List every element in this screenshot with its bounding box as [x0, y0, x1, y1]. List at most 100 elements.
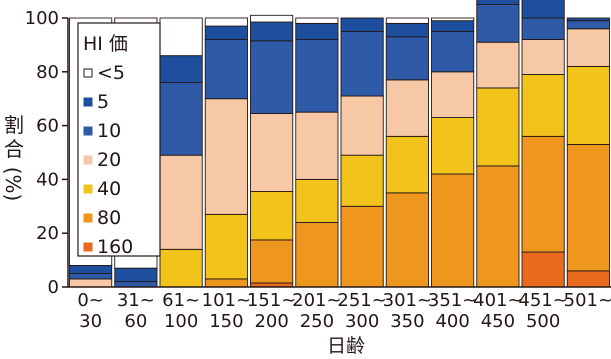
bar-stack — [476, 0, 520, 288]
bar-segment-lt5 — [250, 14, 294, 23]
bar-segment-5 — [521, 0, 565, 19]
bar-segment-80 — [476, 165, 520, 288]
x-tick-label-top: 31~ — [117, 290, 155, 311]
bar-segment-20 — [521, 39, 565, 75]
bar-segment-160 — [521, 251, 565, 288]
x-axis-title: 日齢 — [327, 335, 365, 357]
bar-segment-lt5 — [295, 17, 339, 24]
x-tick-label-top: 61~ — [162, 290, 200, 311]
bar-segment-80 — [250, 239, 294, 284]
y-title-part: (%) — [1, 167, 25, 202]
x-tick-label-top: 0~ — [77, 290, 104, 311]
y-tick-label: 20 — [36, 223, 59, 244]
bar-segment-40 — [295, 178, 339, 223]
bar-segment-5 — [204, 25, 248, 40]
bar-segment-10 — [204, 39, 248, 100]
legend-swatch — [83, 126, 93, 136]
legend-label: 160 — [97, 236, 133, 258]
bar-segment-5 — [295, 22, 339, 40]
x-tick-label-top: 401~ — [473, 290, 522, 311]
x-tick-label-top: 501~ — [564, 290, 611, 311]
bar-segment-20 — [69, 278, 113, 288]
bar-segment-5 — [431, 20, 475, 32]
bar-segment-20 — [340, 95, 384, 156]
x-tick-label-bottom: 150 — [209, 311, 243, 332]
bar-segment-10 — [476, 4, 520, 43]
bar-segment-20 — [385, 79, 429, 137]
bar-segment-40 — [521, 74, 565, 137]
legend-label: 80 — [97, 207, 121, 229]
bar-segment-10 — [159, 82, 203, 156]
bar-segment-5 — [566, 17, 610, 22]
x-tick-label-bottom: 100 — [164, 311, 198, 332]
bar-stack — [295, 17, 339, 288]
x-tick-label-bottom: 300 — [345, 311, 379, 332]
y-tick-label: 80 — [36, 62, 59, 83]
bar-segment-10 — [250, 40, 294, 114]
bar-segment-80 — [204, 278, 248, 288]
bar-segment-80 — [385, 192, 429, 288]
bar-segment-lt5 — [431, 17, 475, 22]
bar-segment-80 — [566, 143, 610, 272]
y-tick-label: 40 — [36, 169, 59, 190]
x-tick-label-bottom: 250 — [300, 311, 334, 332]
y-axis-title: 割合 (%) — [1, 113, 25, 201]
x-tick-label-bottom: 60 — [124, 311, 147, 332]
bar-segment-10 — [340, 31, 384, 97]
bar-segment-lt5 — [159, 17, 203, 57]
bar-segment-20 — [431, 71, 475, 118]
bar-segment-10 — [566, 20, 610, 30]
bar-segment-40 — [250, 191, 294, 241]
legend-title: HI 価 — [83, 33, 128, 55]
bar-segment-10 — [385, 36, 429, 81]
bar-segment-5 — [250, 21, 294, 42]
bar-stack — [566, 17, 610, 288]
bar-segment-20 — [566, 28, 610, 67]
bar-segment-80 — [295, 221, 339, 288]
y-tick-label: 0 — [48, 277, 59, 298]
x-tick-label-top: 301~ — [383, 290, 432, 311]
y-tick-label: 60 — [36, 116, 59, 137]
x-tick-label-bottom: 400 — [435, 311, 469, 332]
bar-stack — [250, 14, 294, 288]
x-tick-label-top: 351~ — [428, 290, 477, 311]
legend-label: <5 — [97, 62, 125, 84]
bar-segment-5 — [385, 22, 429, 38]
bar-segment-5 — [69, 265, 113, 275]
bar-segment-5 — [476, 0, 520, 6]
x-tick-label-top: 101~ — [202, 290, 251, 311]
y-title-part: 合 — [4, 137, 24, 161]
bar-segment-40 — [476, 87, 520, 167]
bar-segment-10 — [69, 273, 113, 280]
x-tick-label-bottom: 500 — [526, 311, 560, 332]
y-tick-label: 100 — [25, 8, 59, 29]
bar-segment-40 — [431, 117, 475, 175]
bar-segment-lt5 — [385, 17, 429, 24]
y-axis-ticks: 0 20 40 60 80 100 — [25, 8, 68, 298]
bar-segment-40 — [204, 213, 248, 280]
legend-label: 20 — [97, 149, 121, 171]
bar-segment-40 — [159, 248, 203, 288]
bar-segment-20 — [204, 98, 248, 215]
bar-segment-10 — [431, 31, 475, 73]
bar-segment-80 — [431, 173, 475, 288]
bar-segment-5 — [159, 55, 203, 84]
bar-stack — [521, 0, 565, 288]
legend-label: 40 — [97, 178, 121, 200]
x-tick-label-top: 201~ — [292, 290, 341, 311]
bar-stack — [431, 17, 475, 288]
x-tick-label-bottom: 30 — [79, 311, 102, 332]
bar-segment-lt5 — [204, 17, 248, 27]
legend: HI 価 <5 5 10 20 40 80 160 — [77, 22, 161, 258]
bar-stack — [385, 17, 429, 288]
bar-segment-40 — [385, 135, 429, 194]
x-tick-label-bottom: 350 — [390, 311, 424, 332]
bar-segment-80 — [521, 135, 565, 253]
bar-segment-80 — [340, 205, 384, 288]
bar-segment-20 — [295, 111, 339, 180]
x-tick-label-bottom: 450 — [481, 311, 515, 332]
x-tick-label-top: 451~ — [518, 290, 567, 311]
legend-label: 5 — [97, 91, 109, 113]
bar-segment-40 — [566, 65, 610, 145]
